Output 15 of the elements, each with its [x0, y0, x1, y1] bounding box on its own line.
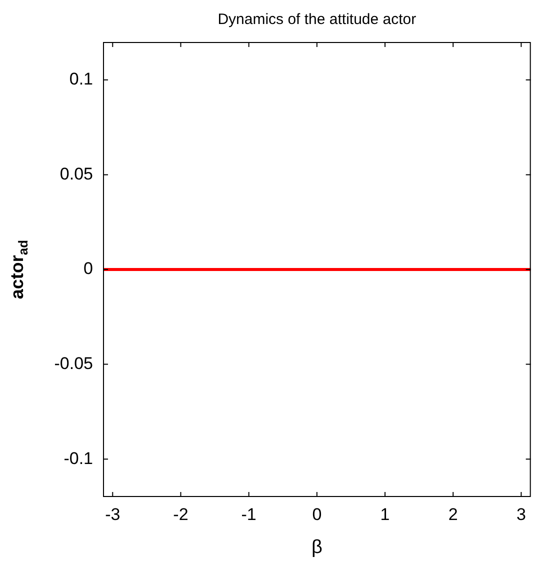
y-tick-label: 0	[84, 259, 93, 278]
x-axis-title: β	[311, 537, 322, 558]
y-tick-label: 0.1	[69, 70, 93, 89]
chart-title: Dynamics of the attitude actor	[218, 11, 416, 28]
y-tick-label: -0.05	[54, 354, 93, 373]
x-tick-label: 0	[312, 504, 322, 524]
x-tick-label: 2	[448, 504, 458, 524]
x-tick-label: -3	[105, 504, 120, 524]
y-tick-label: -0.1	[64, 448, 93, 468]
x-tick-label: -1	[241, 504, 256, 524]
y-axis-title: actorad	[6, 240, 31, 300]
x-tick-label: -2	[173, 504, 188, 524]
x-tick-label: 3	[516, 504, 526, 524]
y-tick-label: 0.05	[60, 164, 93, 184]
x-tick-label: 1	[380, 504, 390, 524]
